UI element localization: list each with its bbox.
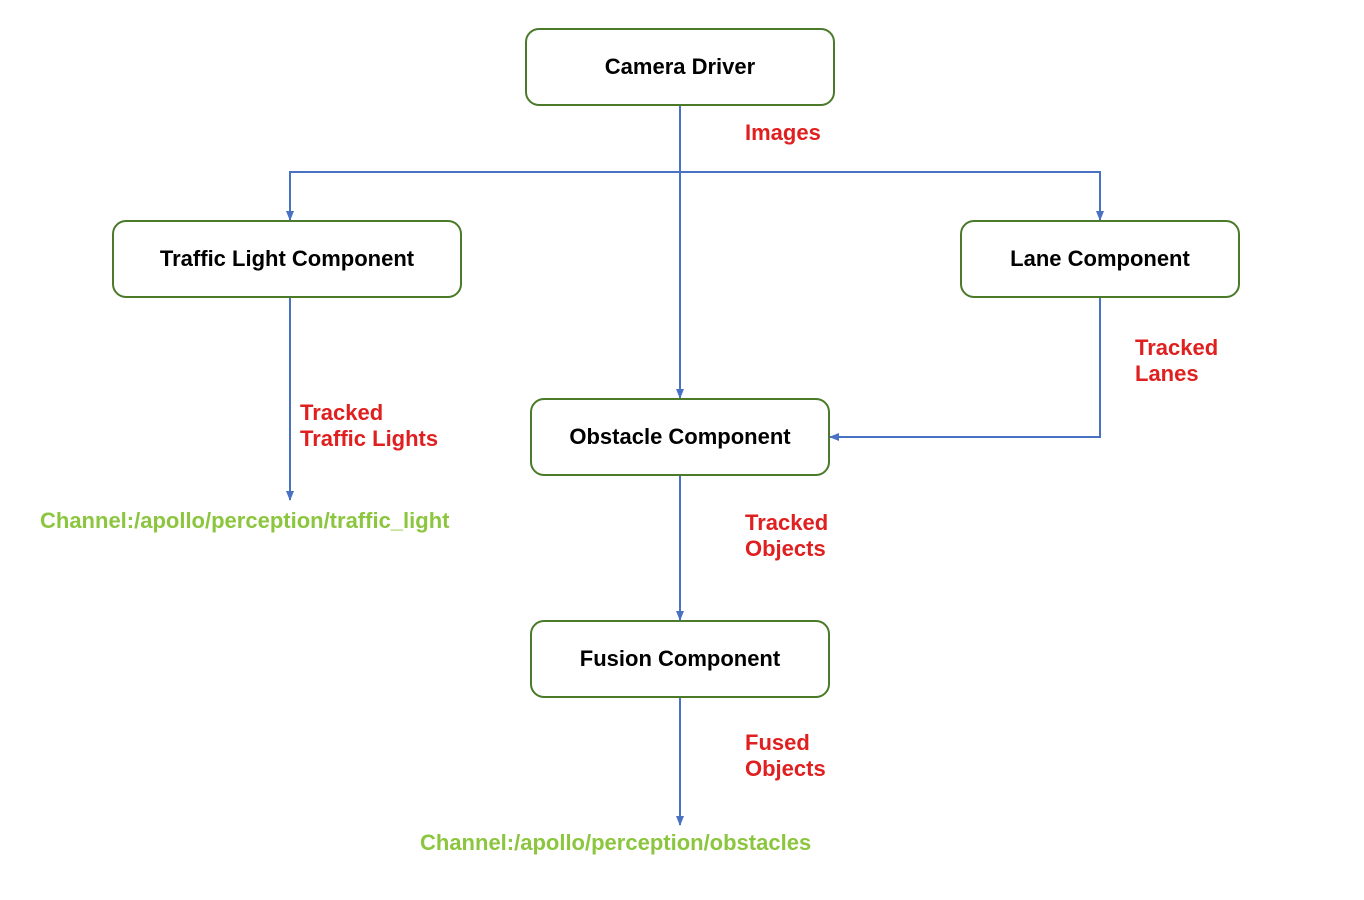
node-label: Traffic Light Component [160, 246, 414, 272]
node-label: Fusion Component [580, 646, 780, 672]
node-label: Obstacle Component [569, 424, 790, 450]
edge-label-tracked-objects: Tracked Objects [745, 510, 828, 562]
edge-label-images: Images [745, 120, 821, 146]
edge-label-tracked-lanes: Tracked Lanes [1135, 335, 1218, 387]
node-obstacle-component: Obstacle Component [530, 398, 830, 476]
node-traffic-light-component: Traffic Light Component [112, 220, 462, 298]
node-label: Camera Driver [605, 54, 755, 80]
node-label: Lane Component [1010, 246, 1190, 272]
node-fusion-component: Fusion Component [530, 620, 830, 698]
channel-label-traffic-light: Channel:/apollo/perception/traffic_light [40, 508, 449, 534]
channel-label-obstacles: Channel:/apollo/perception/obstacles [420, 830, 811, 856]
node-lane-component: Lane Component [960, 220, 1240, 298]
diagram-canvas: Camera Driver Traffic Light Component La… [0, 0, 1364, 900]
edge-label-fused-objects: Fused Objects [745, 730, 826, 782]
edge-label-tracked-traffic-lights: Tracked Traffic Lights [300, 400, 438, 452]
node-camera-driver: Camera Driver [525, 28, 835, 106]
